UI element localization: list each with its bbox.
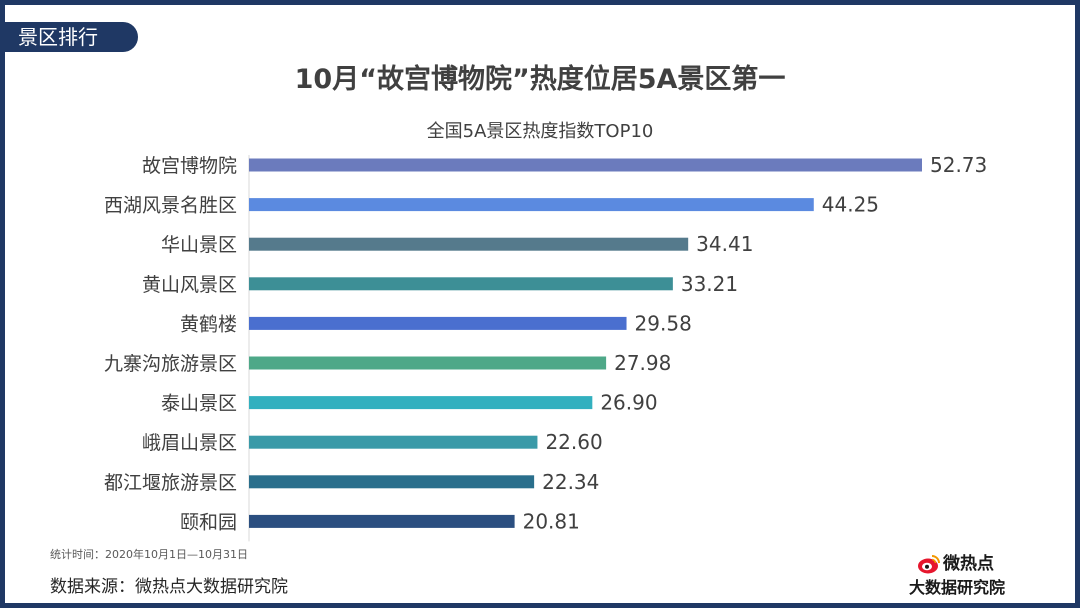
category-label: 九寨沟旅游景区 [104,353,237,375]
value-label: 44.25 [822,193,879,217]
category-label: 西湖风景名胜区 [104,195,237,217]
value-label: 34.41 [696,232,753,256]
category-label: 黄山风景区 [142,274,237,296]
category-label: 都江堰旅游景区 [104,472,237,494]
category-label: 故宫博物院 [142,155,237,177]
value-label: 22.34 [542,470,599,494]
bars-layer: 故宫博物院 52.73 西湖风景名胜区 44.25 华山景区 34.41 黄山风景区 33.2… [104,153,987,542]
value-label: 26.90 [600,391,657,415]
value-label: 20.81 [523,509,580,533]
bar [249,356,607,370]
category-label: 泰山景区 [161,393,237,415]
value-label: 33.21 [681,272,738,296]
bar [249,514,515,528]
logo-text-top: 微热点 [943,554,994,574]
bar [249,316,627,330]
bar [249,396,593,410]
chart-subtitle: 全国5A景区热度指数TOP10 [426,121,654,142]
data-source: 数据来源：微热点大数据研究院 [50,577,288,597]
category-label: 颐和园 [180,511,237,533]
category-label: 峨眉山景区 [142,432,237,454]
weibo-eye-icon [918,555,940,574]
section-tag: 景区排行 [5,22,138,52]
brand-logo: 微热点 大数据研究院 [909,553,1037,597]
bar [249,198,814,212]
bar [249,475,535,489]
bar [249,277,673,291]
logo-text-bottom: 大数据研究院 [909,578,1006,597]
category-label: 黄鹤楼 [180,313,237,335]
value-label: 52.73 [930,153,987,177]
category-label: 华山景区 [161,234,237,256]
bar [249,237,689,251]
bar [249,435,538,449]
chart-title: 10月“故宫博物院”热度位居5A景区第一 [294,64,786,95]
bar [249,158,922,172]
stat-period-note: 统计时间：2020年10月1日—10月31日 [50,548,248,561]
value-label: 29.58 [635,311,692,335]
value-label: 27.98 [614,351,671,375]
bar-chart: 故宫博物院 52.73 西湖风景名胜区 44.25 华山景区 34.41 黄山风景区 33.2… [104,153,987,542]
value-label: 22.60 [545,430,602,454]
